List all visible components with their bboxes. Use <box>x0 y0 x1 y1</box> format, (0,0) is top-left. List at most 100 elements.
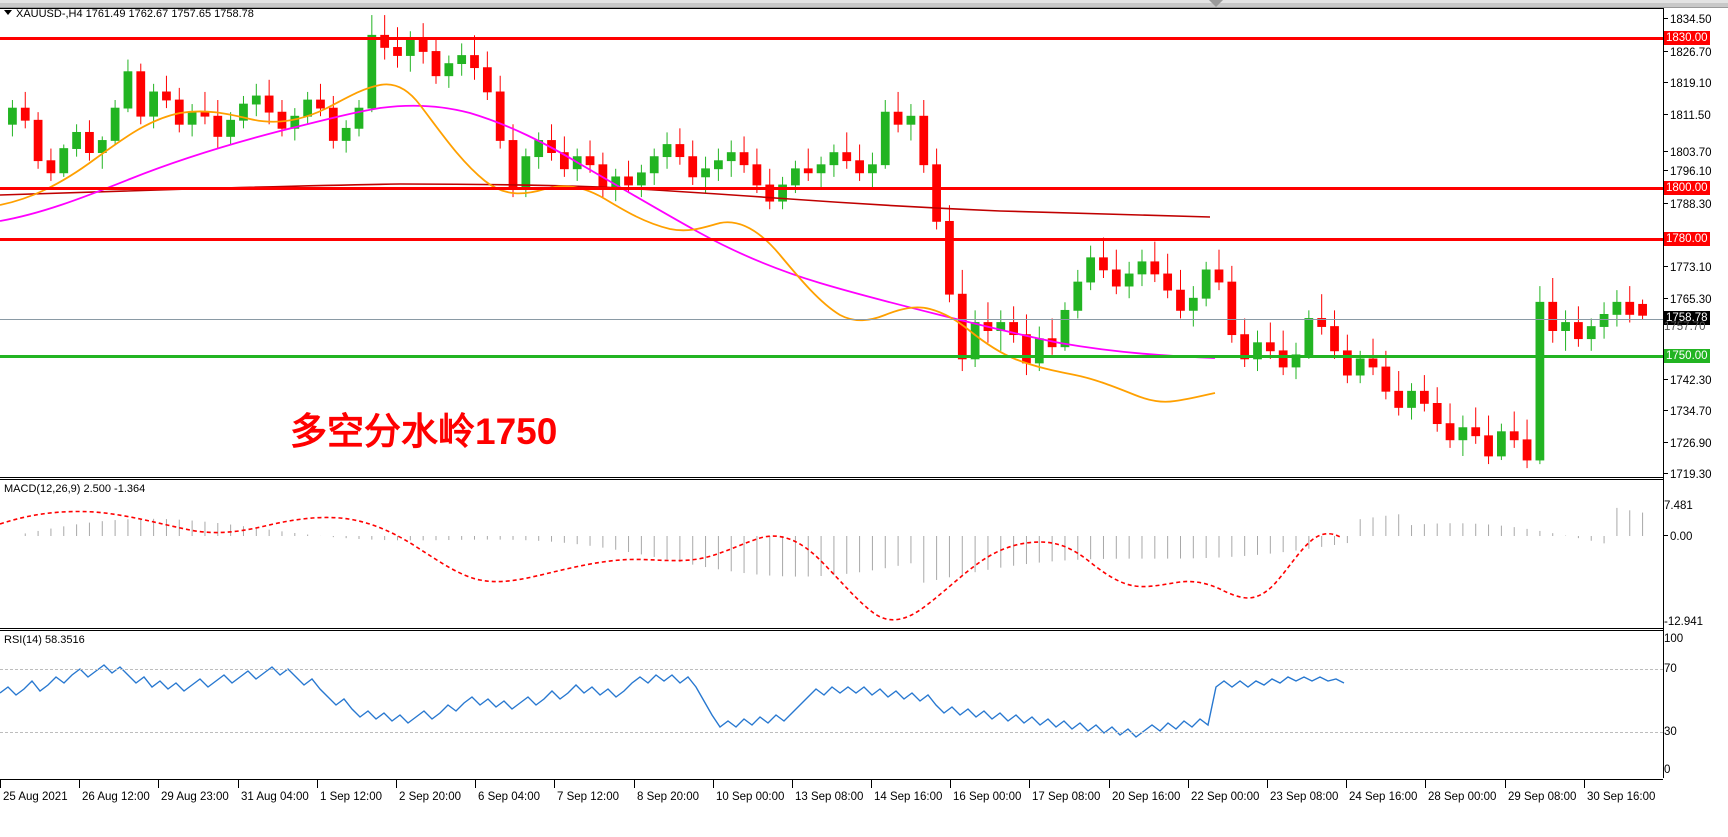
candle-body <box>1484 435 1493 457</box>
caret-icon[interactable] <box>4 10 12 15</box>
symbol-header: XAUUSD-,H4 1761.49 1762.67 1757.65 1758.… <box>4 8 254 20</box>
titlebar-highlight <box>0 0 1728 3</box>
candle-body <box>791 168 800 186</box>
time-tick-label: 20 Sep 16:00 <box>1112 791 1181 803</box>
candle-body <box>559 152 569 170</box>
level-tag-1830[interactable]: 1830.00 <box>1664 31 1710 45</box>
price-tick: 1819.10 <box>1664 78 1712 90</box>
price-tick: 1734.70 <box>1664 406 1712 418</box>
candle-body <box>1638 303 1647 316</box>
candle-body <box>72 131 81 149</box>
candle-body <box>945 220 954 295</box>
macd-svg <box>0 507 1644 621</box>
candle-body <box>1253 342 1262 360</box>
window-titlebar <box>0 0 1728 8</box>
macd-panel[interactable] <box>0 479 1663 629</box>
candle-body <box>1163 273 1173 291</box>
candle-body <box>290 115 300 129</box>
level-tag-1780[interactable]: 1780.00 <box>1664 232 1710 246</box>
time-tick-separator <box>158 779 159 788</box>
candle-body <box>328 107 338 141</box>
candle-body <box>8 107 17 125</box>
time-tick-label: 14 Sep 16:00 <box>874 791 943 803</box>
macd-signal-line <box>0 510 1343 621</box>
candle-body <box>1227 281 1237 336</box>
time-tick-label: 2 Sep 20:00 <box>399 791 462 803</box>
candle-body <box>778 184 787 202</box>
time-scale[interactable]: 25 Aug 2021 26 Aug 12:00 29 Aug 23:00 31 Au… <box>0 779 1663 837</box>
price-scale[interactable]: 1834.50 1830.00 1826.70 1819.10 1811.50 … <box>1664 0 1728 837</box>
current-price-tag[interactable]: 1758.78 <box>1664 311 1710 325</box>
time-tick-label: 25 Aug 2021 <box>3 791 68 803</box>
rsi-overbought-gridline <box>0 669 1663 670</box>
candle-body <box>1445 423 1455 441</box>
time-tick-label: 24 Sep 16:00 <box>1349 791 1418 803</box>
candle-body <box>1188 297 1198 311</box>
price-tick: 1788.30 <box>1664 199 1712 211</box>
candle-body <box>829 152 839 166</box>
resistance-line-1830[interactable] <box>0 37 1663 40</box>
support-line-1750[interactable] <box>0 355 1663 358</box>
candle-body <box>213 115 223 137</box>
time-tick-label: 29 Aug 23:00 <box>161 791 229 803</box>
candle-body <box>1574 322 1583 340</box>
price-tick: 1811.50 <box>1664 110 1711 122</box>
level-tag-1750[interactable]: 1750.00 <box>1664 349 1710 363</box>
time-tick-label: 22 Sep 00:00 <box>1191 791 1260 803</box>
candle-body <box>1471 427 1481 437</box>
time-tick-separator <box>317 779 318 788</box>
chart-annotation-text: 多空分水岭1750 <box>290 411 558 452</box>
candle-body <box>1381 366 1391 392</box>
time-tick-separator <box>1029 779 1030 788</box>
candle-body <box>662 144 672 158</box>
resistance-line-1780[interactable] <box>0 238 1663 241</box>
time-tick-label: 30 Sep 16:00 <box>1587 791 1656 803</box>
chevron-down-icon[interactable] <box>1209 0 1223 7</box>
candle-body <box>1265 342 1275 352</box>
resistance-line-1800[interactable] <box>0 187 1663 190</box>
candle-body <box>431 51 441 77</box>
candle-body <box>714 160 723 170</box>
candle-body <box>1086 257 1096 283</box>
candle-body <box>726 152 736 162</box>
price-axis-line <box>1663 8 1664 778</box>
candle-body <box>1150 261 1160 275</box>
candle-body <box>1060 309 1070 348</box>
candle-body <box>200 111 210 117</box>
macd-tick: 7.481 <box>1664 500 1693 512</box>
time-tick-separator <box>1188 779 1189 788</box>
candle-body <box>367 34 377 109</box>
price-tick: 1796.10 <box>1664 166 1712 178</box>
time-tick-separator <box>396 779 397 788</box>
time-tick-separator <box>1505 779 1506 788</box>
level-tag-1800[interactable]: 1800.00 <box>1664 181 1710 195</box>
time-tick-label: 23 Sep 08:00 <box>1270 791 1339 803</box>
time-tick-separator <box>1346 779 1347 788</box>
current-price-line <box>0 319 1663 320</box>
time-tick-label: 28 Sep 00:00 <box>1428 791 1497 803</box>
candle-body <box>1073 281 1083 311</box>
candle-body <box>1586 326 1596 340</box>
time-tick-separator <box>713 779 714 788</box>
candle-body <box>1432 403 1442 425</box>
candle-body <box>316 99 325 109</box>
candle-body <box>59 148 69 174</box>
candle-body <box>303 99 313 117</box>
candle-body <box>765 184 775 202</box>
candle-body <box>251 95 261 105</box>
price-panel[interactable]: 多空分水岭1750 <box>0 8 1663 478</box>
rsi-panel[interactable] <box>0 630 1663 780</box>
price-plot <box>0 9 1663 477</box>
candle-body <box>585 156 595 166</box>
candle-body <box>1214 269 1224 283</box>
candle-body <box>1291 354 1301 368</box>
candle-body <box>1509 431 1519 441</box>
price-tick: 1765.30 <box>1664 294 1712 306</box>
macd-tick: -12.941 <box>1664 616 1704 628</box>
candle-body <box>187 111 197 125</box>
candle-body <box>354 107 364 129</box>
candle-body <box>85 131 94 154</box>
macd-plot <box>0 480 1663 628</box>
candle-body <box>110 107 120 141</box>
price-tick: 1826.70 <box>1664 47 1712 59</box>
